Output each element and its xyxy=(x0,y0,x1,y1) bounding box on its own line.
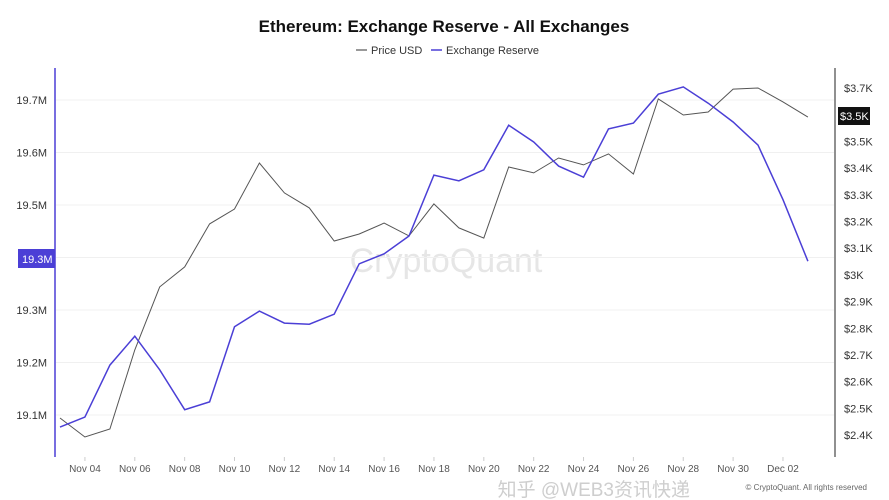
right-tick-label: $2.5K xyxy=(844,403,873,415)
left-tick-label: 19.2M xyxy=(16,358,47,370)
right-tick-label: $3.1K xyxy=(844,243,873,255)
left-tick-label: 19.5M xyxy=(16,200,47,212)
right-tick-label: $2.7K xyxy=(844,350,873,362)
overlay-watermark: 知乎 @WEB3资讯快递 xyxy=(498,479,690,500)
left-tick-label: 19.7M xyxy=(16,95,47,107)
x-tick-label: Nov 10 xyxy=(219,464,251,475)
right-tick-label: $3.2K xyxy=(844,217,873,229)
right-tick-label: $2.6K xyxy=(844,377,873,389)
legend-reserve[interactable]: Exchange Reserve xyxy=(446,45,539,57)
x-tick-label: Nov 28 xyxy=(667,464,699,475)
series-line-exchange-reserve xyxy=(59,86,809,428)
x-tick-label: Nov 18 xyxy=(418,464,450,475)
right-tick-label: $3K xyxy=(844,270,864,282)
right-tick-label: $2.8K xyxy=(844,323,873,335)
x-tick-label: Nov 16 xyxy=(368,464,400,475)
watermark: CryptoQuant xyxy=(350,242,543,280)
x-tick-label: Nov 20 xyxy=(468,464,500,475)
right-tick-label: $2.4K xyxy=(844,430,873,442)
left-tick-label: 19.6M xyxy=(16,148,47,160)
right-tick-label: $3.7K xyxy=(844,83,873,95)
series-line-price-usd xyxy=(59,87,809,438)
legend-price[interactable]: Price USD xyxy=(371,45,422,57)
x-tick-label: Nov 06 xyxy=(119,464,151,475)
right-tick-label: $3.5K xyxy=(844,136,873,148)
copyright: © CryptoQuant. All rights reserved xyxy=(746,483,868,492)
left-tick-label: 19.3M xyxy=(16,305,47,317)
right-tick-label: $3.3K xyxy=(844,190,873,202)
x-tick-label: Dec 02 xyxy=(767,464,799,475)
x-tick-label: Nov 22 xyxy=(518,464,550,475)
left-crosshair-value: 19.3M xyxy=(22,254,53,266)
left-crosshair-label: 19.3M xyxy=(18,249,55,268)
right-tick-label: $3.4K xyxy=(844,163,873,175)
x-tick-label: Nov 26 xyxy=(618,464,650,475)
x-tick-label: Nov 12 xyxy=(269,464,301,475)
x-tick-label: Nov 30 xyxy=(717,464,749,475)
right-tick-label: $2.9K xyxy=(844,297,873,309)
left-tick-label: 19.1M xyxy=(16,410,47,422)
x-tick-label: Nov 08 xyxy=(169,464,201,475)
legend[interactable]: Price USD Exchange Reserve xyxy=(356,45,539,57)
right-crosshair-value: $3.5K xyxy=(840,111,869,123)
x-tick-label: Nov 24 xyxy=(568,464,600,475)
right-crosshair-label: $3.5K xyxy=(838,107,870,125)
x-tick-label: Nov 14 xyxy=(318,464,350,475)
chart-title: Ethereum: Exchange Reserve - All Exchang… xyxy=(259,17,630,36)
x-tick-label: Nov 04 xyxy=(69,464,101,475)
